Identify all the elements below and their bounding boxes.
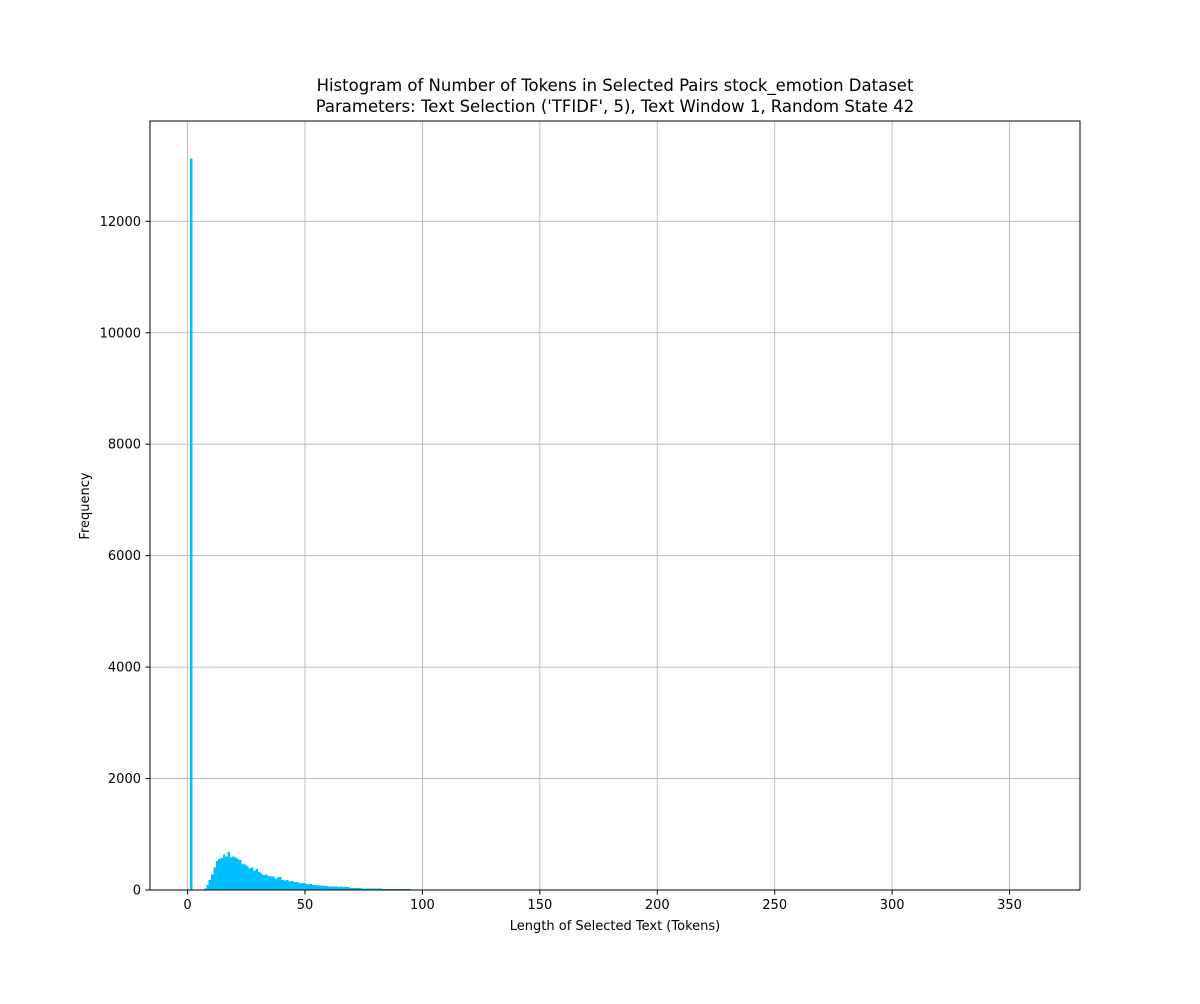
histogram-bar	[291, 881, 293, 890]
y-tick-label: 10000	[100, 326, 141, 341]
chart-subtitle: Parameters: Text Selection ('TFIDF', 5),…	[316, 97, 915, 116]
histogram-bar	[237, 859, 239, 890]
histogram-bar	[314, 885, 316, 890]
histogram-bar	[267, 876, 269, 890]
histogram-bar	[272, 877, 274, 890]
y-tick-label: 8000	[108, 438, 141, 453]
histogram-bar	[279, 877, 281, 890]
histogram-bar	[282, 880, 284, 890]
x-axis-label: Length of Selected Text (Tokens)	[510, 919, 720, 934]
histogram-bar	[298, 883, 300, 890]
histogram-bar	[303, 883, 305, 890]
x-tick-label: 250	[762, 898, 787, 913]
histogram-bar	[242, 864, 244, 890]
histogram-bar	[319, 886, 321, 890]
histogram-bar	[232, 857, 234, 890]
histogram-bar	[284, 881, 286, 890]
histogram-bar	[296, 882, 298, 890]
histogram-bar	[209, 880, 211, 890]
histogram-bar	[277, 878, 279, 890]
histogram-bar	[249, 868, 251, 890]
histogram-bar	[331, 887, 333, 890]
y-tick-label: 4000	[108, 661, 141, 676]
histogram-bar	[317, 886, 319, 890]
histogram-bar	[310, 884, 312, 890]
histogram-bar	[321, 886, 323, 890]
y-axis-label: Frequency	[78, 472, 93, 539]
histogram-bar	[263, 875, 265, 890]
histogram-bar	[190, 158, 192, 890]
histogram-bar	[225, 857, 227, 890]
histogram-bar	[213, 868, 215, 890]
histogram-bar	[258, 872, 260, 890]
x-tick-label: 0	[183, 898, 191, 913]
histogram-bar	[289, 882, 291, 890]
histogram-bar	[300, 883, 302, 890]
histogram-bar	[265, 874, 267, 890]
histogram-bar	[253, 871, 255, 890]
histogram-bar	[251, 868, 253, 890]
histogram-bar	[220, 858, 222, 890]
x-tick-label: 50	[297, 898, 314, 913]
x-tick-label: 150	[527, 898, 552, 913]
y-tick-label: 6000	[108, 549, 141, 564]
histogram-bar	[218, 859, 220, 890]
histogram-bar	[244, 864, 246, 890]
x-tick-label: 300	[880, 898, 905, 913]
histogram-bar	[206, 885, 208, 890]
y-tick-label: 12000	[100, 215, 141, 230]
histogram-bar	[340, 887, 342, 890]
histogram-bar	[270, 877, 272, 890]
histogram-bar	[256, 869, 258, 890]
histogram-bar	[260, 873, 262, 890]
histogram-bar	[246, 866, 248, 890]
histogram-bar	[333, 887, 335, 890]
histogram-bar	[336, 887, 338, 890]
histogram-bar	[293, 882, 295, 890]
histogram-bar	[312, 885, 314, 890]
x-tick-label: 200	[645, 898, 670, 913]
histogram-bar	[286, 880, 288, 890]
y-tick-label: 0	[133, 884, 141, 899]
histogram-bar	[274, 878, 276, 890]
histogram-bar	[326, 886, 328, 890]
histogram-bar	[324, 886, 326, 890]
histogram-bar	[305, 884, 307, 890]
x-tick-label: 100	[410, 898, 435, 913]
histogram-bar	[216, 861, 218, 890]
histogram-bar	[230, 858, 232, 890]
histogram-bar	[307, 884, 309, 890]
x-tick-label: 350	[997, 898, 1022, 913]
histogram-bar	[211, 874, 213, 890]
histogram-bar	[228, 852, 230, 890]
histogram-bar	[223, 854, 225, 890]
histogram-bar	[328, 887, 330, 890]
histogram-bar	[239, 860, 241, 890]
y-tick-label: 2000	[108, 772, 141, 787]
histogram-bar	[235, 858, 237, 890]
chart-title: Histogram of Number of Tokens in Selecte…	[317, 76, 914, 96]
